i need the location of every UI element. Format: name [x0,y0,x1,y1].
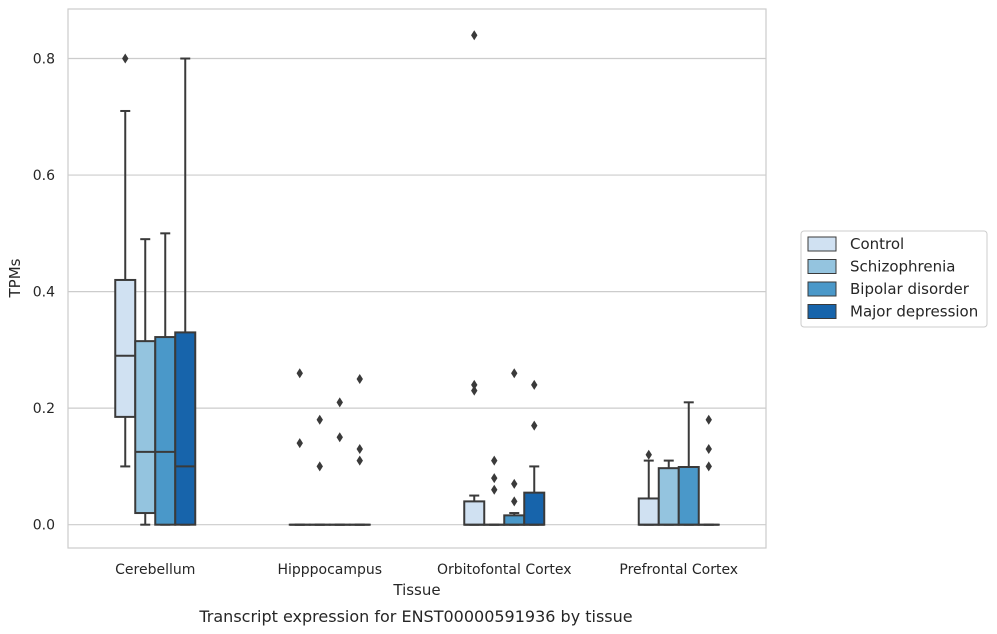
y-tick-label: 0.2 [33,401,55,417]
plot-frame [67,8,767,549]
box [523,491,546,526]
y-tick-label: 0.0 [33,518,55,534]
outlier-point [122,53,129,64]
outlier-point [471,30,478,41]
outlier-point [511,496,518,507]
box-group [657,459,680,526]
outlier-point [336,432,343,443]
legend-label: Major depression [850,303,978,321]
outlier-point [336,397,343,408]
x-tick-label: Prefrontal Cortex [619,562,738,578]
x-tick-label: Cerebellum [115,562,195,578]
y-tick-label: 0.6 [33,168,55,184]
outlier-point [645,449,652,460]
outlier-point [511,368,518,379]
outlier-point [296,368,303,379]
box [463,500,486,526]
box-group [154,232,177,526]
box-group [503,368,526,526]
outlier-point [491,484,498,495]
legend-swatch [807,236,837,252]
box [174,331,197,526]
box-group [348,374,371,526]
outlier-point [296,438,303,449]
box [657,467,680,526]
outlier-point [471,385,478,396]
y-axis-ticks: 0.0 0.2 0.4 0.6 0.8 [33,52,55,534]
box-group [523,379,546,526]
box [503,514,526,526]
y-axis-title: TPMs [6,258,24,298]
box [114,278,137,418]
outlier-point [356,443,363,454]
box-group [308,414,331,526]
outlier-point [491,473,498,484]
box-group [114,53,137,468]
x-axis-ticks: Cerebellum Hipppocampus Orbitofontal Corte… [115,562,738,578]
outlier-point [531,379,538,390]
box-group [463,30,486,526]
outlier-point [316,414,323,425]
legend-swatch [807,304,837,319]
outlier-point [705,443,712,454]
box [154,336,177,526]
outlier-point [471,379,478,390]
y-tick-label: 0.4 [33,285,55,301]
box-group [134,238,157,526]
legend: Control Schizophrenia Bipolar disorder Majo… [800,230,988,328]
x-axis-title: Tissue [392,581,440,599]
boxes [114,30,720,526]
legend-swatch [807,281,837,297]
box-group [288,368,311,526]
box-group [328,397,351,526]
box-group [637,449,660,526]
legend-label: Control [850,235,904,253]
outlier-point [705,414,712,425]
outlier-point [356,455,363,466]
y-tick-label: 0.8 [33,52,55,68]
box-group [677,401,700,526]
legend-swatch [807,259,837,274]
outlier-point [491,455,498,466]
outlier-point [705,461,712,472]
box-group [483,455,506,526]
x-tick-label: Hipppocampus [277,562,382,578]
box [134,340,157,515]
legend-label: Bipolar disorder [850,280,970,298]
chart-caption: Transcript expression for ENST0000059193… [198,607,632,626]
outlier-point [316,461,323,472]
box [637,497,660,526]
outlier-point [356,374,363,385]
outlier-point [511,478,518,489]
legend-frame [800,230,988,328]
outlier-point [531,420,538,431]
box-group [697,414,720,526]
legend-label: Schizophrenia [850,258,955,276]
box-group [174,57,197,526]
box [677,466,700,526]
x-tick-label: Orbitofontal Cortex [437,562,572,578]
